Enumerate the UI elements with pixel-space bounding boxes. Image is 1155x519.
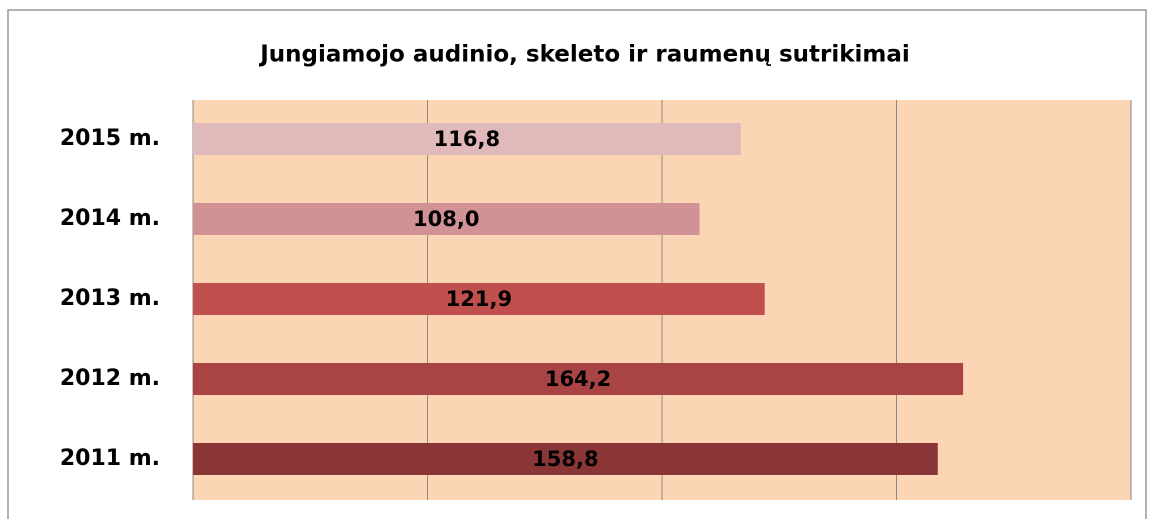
y-tick-label: 2012 m. xyxy=(60,366,160,391)
y-tick-label: 2011 m. xyxy=(60,446,160,471)
bar xyxy=(193,123,741,155)
y-tick-label: 2014 m. xyxy=(60,206,160,231)
bar xyxy=(193,283,765,315)
y-tick-label: 2015 m. xyxy=(60,126,160,151)
chart-title: Jungiamojo audinio, skeleto ir raumenų s… xyxy=(258,42,910,68)
data-label: 164,2 xyxy=(545,367,611,391)
bar xyxy=(193,363,964,395)
chart-border xyxy=(7,9,1147,519)
y-tick-label: 2013 m. xyxy=(60,286,160,311)
data-label: 108,0 xyxy=(413,207,479,231)
bar xyxy=(193,203,700,235)
data-label: 121,9 xyxy=(446,287,512,311)
data-label: 158,8 xyxy=(532,447,598,471)
bar xyxy=(193,443,938,475)
data-label: 116,8 xyxy=(434,127,500,151)
